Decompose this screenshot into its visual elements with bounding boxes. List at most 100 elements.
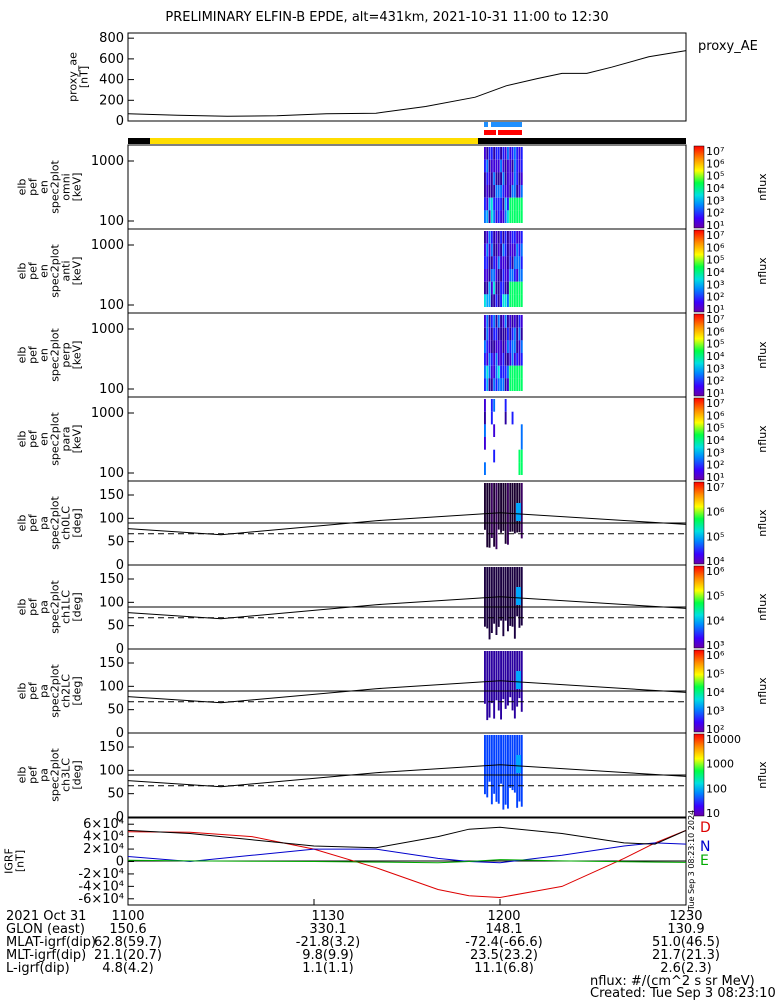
panel-anti-heat-cell — [500, 256, 502, 269]
panel-para-cbar-tick: 10⁵ — [706, 422, 724, 435]
panel-perp-heat-cell — [520, 365, 523, 379]
igrf-ytick-label: 2×10⁴ — [83, 842, 124, 857]
panel-anti-heat-cell — [490, 269, 493, 282]
panel-anti-heat-cell — [520, 231, 523, 244]
panel-ch2LC-heat-cell — [495, 651, 498, 701]
panel-ch1LC-cbar-tick: 10⁵ — [706, 590, 724, 603]
panel-anti-heat-cell — [495, 256, 498, 269]
panel-para-ylabel-line: elb — [16, 431, 29, 448]
panel-perp-heat-cell — [486, 340, 489, 353]
panel-ch1LC-heat-cell — [516, 587, 521, 605]
panel-anti-heat-cell — [516, 281, 519, 295]
panel-perp-heat-cell — [500, 365, 502, 379]
panel-ch1LC-heat-cell — [511, 567, 514, 627]
panel-anti-ylabel-line: en — [38, 264, 51, 278]
panel-anti-heat-cell — [509, 256, 512, 269]
panel-omni-heat-cell — [488, 197, 491, 211]
panel-omni-heat-cell — [513, 147, 516, 160]
panel-omni-heat-cell — [516, 210, 519, 223]
panel-para-heat-cell — [490, 411, 493, 425]
panel-anti-heat-cell — [507, 281, 509, 295]
panel-perp-heat-cell — [495, 315, 498, 328]
panel-ch0LC-ylabel-line: ch0LC — [60, 506, 73, 540]
panel-perp-heat-cell — [511, 327, 514, 341]
panel-anti-cbar-tick: 10⁷ — [706, 229, 724, 242]
panel-omni-heat-cell — [497, 147, 500, 160]
panel-perp-heat-cell — [493, 315, 496, 328]
panel-perp-heat-cell — [518, 327, 521, 341]
igrf-line-n — [127, 842, 687, 864]
panel-omni-heat-cell — [493, 197, 496, 211]
panel-ch1LC-ylabel-line: elb — [16, 599, 29, 616]
panel-ch3LC-heat-cell — [502, 735, 505, 810]
panel-omni-heat-cell — [490, 197, 493, 211]
igrf-ytick-label: -6×10⁴ — [78, 892, 124, 907]
panel-anti-heat-cell — [495, 281, 498, 295]
panel-omni-heat-cell — [495, 210, 498, 223]
panel-omni-heat-cell — [513, 172, 516, 185]
panel-ch3LC-ytick-label: 150 — [99, 740, 124, 755]
side-timestamp: Tue Sep 3 08:23:10 2024 — [687, 810, 696, 911]
panel-perp-heat-cell — [507, 340, 509, 353]
panel-anti-heat-cell — [497, 281, 500, 295]
panel-perp-heat-cell — [516, 353, 519, 366]
panel-anti-heat-cell — [486, 243, 489, 257]
panel-para-cbar-tick: 10² — [706, 459, 724, 472]
panel-omni-ylabel-line: [keV] — [71, 173, 84, 202]
panel-perp-heat-cell — [495, 340, 498, 353]
panel-perp-heat-cell — [520, 353, 523, 366]
anno-row-value: 21.1(20.7) — [94, 948, 162, 963]
panel-omni-heat-cell — [520, 197, 523, 211]
panel-ch2LC-heat-cell — [490, 651, 493, 704]
panel-perp-heat-cell — [516, 315, 519, 328]
panel-ch1LC: elbpefpaspec2plotch1LC[deg] 0 50 100 150 10³ 1… — [16, 564, 769, 657]
panel-ch3LC-colorbar — [693, 733, 705, 817]
panel-anti-heat-cell — [507, 294, 509, 307]
panel-ch3LC-heat-cell — [507, 735, 509, 809]
panel-ch1LC-cbar-tick: 10³ — [706, 639, 724, 652]
panel-ch3LC-ylabel: elbpefpaspec2plotch3LC[deg] — [16, 748, 84, 802]
panel-ch1LC-ylabel-line: pa — [38, 600, 51, 614]
panel-omni-heat-cell — [493, 185, 496, 198]
panel-para-heat-cell — [520, 449, 523, 463]
panel-anti-heat-cell — [513, 231, 516, 244]
panel-ch3LC-heat-cell — [520, 735, 523, 807]
panel-perp-heat-cell — [493, 365, 496, 379]
panel-ch0LC-heat-cell — [513, 483, 516, 534]
panel-omni-heat-cell — [500, 210, 502, 223]
panel-ch2LC-ytick-label: 150 — [99, 656, 124, 671]
panel-perp-heat-cell — [495, 353, 498, 366]
panel-omni-ytick-label: 100 — [99, 214, 124, 229]
panel-anti-ytick-label: 100 — [99, 298, 124, 313]
panel-anti-heat-cell — [488, 231, 491, 244]
panel-ch0LC-ylabel-line: [deg] — [71, 508, 84, 537]
panel-omni-heat-cell — [516, 185, 519, 198]
anno-row-value: 4.8(4.2) — [102, 961, 154, 976]
panel-anti-heat-cell — [507, 269, 509, 282]
panel-omni-heat-cell — [486, 210, 489, 223]
panel-ch1LC-ytick-label: 100 — [99, 595, 124, 610]
panel-anti-ylabel: elbpefenspec2plotanti[keV] — [16, 244, 84, 298]
igrf-series — [127, 826, 687, 899]
panel-omni-heat-cell — [509, 197, 512, 211]
panel-omni-cbar-tick: 10⁴ — [706, 182, 725, 195]
anno-row-value: 1.1(1.1) — [302, 961, 354, 976]
panel-omni-heat-cell — [497, 159, 500, 173]
panel-omni-heat-cell — [486, 159, 489, 173]
panel-omni-heat-cell — [502, 210, 505, 223]
anno-row-value: 130.9 — [667, 922, 704, 937]
panel-ch1LC-heat-cell — [500, 567, 502, 621]
status-bar-yellow — [150, 138, 478, 144]
panel-omni-heat-cell — [484, 147, 486, 160]
panel-anti-heat-cell — [511, 231, 514, 244]
panel-anti-heat-cell — [513, 256, 516, 269]
panel-ch1LC-heat-cell — [513, 567, 516, 639]
panel-ch2LC-heat-cell — [500, 651, 502, 720]
panel-omni-heat-cell — [488, 159, 491, 173]
panel-perp-heat-cell — [513, 353, 516, 366]
panel-perp-heat-cell — [490, 378, 493, 391]
panel-perp-heat-cell — [518, 365, 521, 379]
proxy-ae-yticks: 0 200 400 600 800 — [99, 31, 134, 129]
panel-perp-heat-cell — [520, 340, 523, 353]
